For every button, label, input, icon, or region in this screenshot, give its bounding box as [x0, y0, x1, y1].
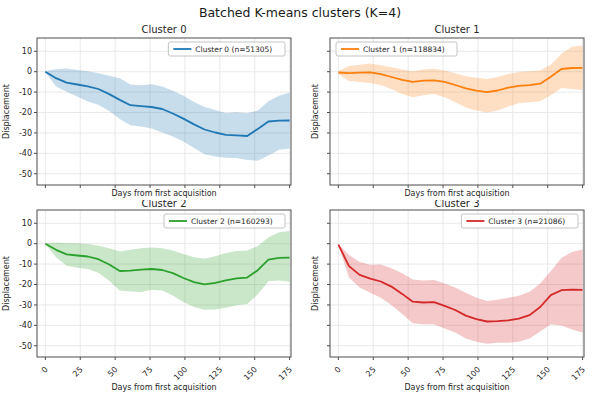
x-tick-label: 0	[333, 365, 343, 375]
x-axis-label: Days from first acquisition	[111, 383, 216, 392]
x-tick-label: 125	[500, 365, 517, 382]
x-tick-label: 100	[465, 365, 482, 382]
subplot-title: Cluster 1	[434, 24, 479, 35]
subplot-title: Cluster 0	[141, 24, 186, 35]
axes-spines	[330, 38, 584, 185]
figure-title: Batched K-means clusters (K=4)	[0, 5, 600, 20]
confidence-band	[45, 69, 289, 161]
legend-label: Cluster 0 (n=51305)	[195, 45, 272, 54]
y-tick-label: -30	[19, 129, 32, 138]
legend-label: Cluster 2 (n=160293)	[191, 217, 273, 226]
x-tick-label: 75	[141, 365, 155, 379]
y-axis-label: Displacement	[311, 256, 320, 311]
y-tick-label: -10	[19, 88, 32, 97]
y-tick-label: 0	[27, 67, 32, 76]
kmeans-figure: Batched K-means clusters (K=4) 100-10-20…	[0, 0, 600, 400]
y-axis-label: Displacement	[2, 84, 11, 139]
y-tick-label: -40	[19, 149, 32, 158]
cluster-0-chart: 10 0 -10 -20 -30 -40 -50 Cluster 0 Days from fir…	[0, 24, 300, 200]
cluster-2-chart: 0255075100125150175100-10-20-30-40-50Clu…	[0, 200, 300, 400]
y-tick-label: -50	[19, 342, 32, 351]
y-tick-label: -20	[19, 108, 32, 117]
x-axis-label: Days from first acquisition	[404, 189, 509, 198]
x-tick-label: 150	[242, 365, 259, 382]
cluster-3-chart: 0 25 50 75 100 125 150 175 Cluster 3 Days from fi…	[300, 200, 600, 400]
x-tick-label: 100	[172, 365, 189, 382]
x-tick-label: 25	[71, 365, 85, 379]
y-axis-label: Displacement	[311, 84, 320, 139]
x-tick-label: 50	[399, 365, 413, 379]
subplot-cluster-0: 10 0 -10 -20 -30 -40 -50 Cluster 0 Days from fir…	[0, 24, 300, 200]
x-axis-label: Days from first acquisition	[111, 189, 216, 198]
y-tick-label: -40	[19, 321, 32, 330]
subplot-cluster-3: 0 25 50 75 100 125 150 175 Cluster 3 Days from fi…	[300, 200, 600, 400]
y-tick-label: -10	[19, 260, 32, 269]
y-tick-label: 0	[27, 239, 32, 248]
x-tick-label: 0	[40, 365, 50, 375]
x-tick-label: 175	[570, 365, 587, 382]
subplot-cluster-2: 0255075100125150175100-10-20-30-40-50Clu…	[0, 200, 300, 400]
y-axis-label: Displacement	[2, 256, 11, 311]
x-tick-label: 125	[207, 365, 224, 382]
subplot-title: Cluster 3	[434, 200, 479, 209]
legend-label: Cluster 1 (n=118834)	[363, 45, 445, 54]
x-tick-label: 75	[434, 365, 448, 379]
cluster-1-chart: Cluster 1 Days from first acquisition Disp…	[300, 24, 600, 200]
x-axis-label: Days from first acquisition	[404, 383, 509, 392]
y-tick-label: 10	[22, 47, 32, 56]
x-tick-label: 25	[364, 365, 378, 379]
y-tick-label: -20	[19, 280, 32, 289]
subplot-cluster-1: Cluster 1 Days from first acquisition Disp…	[300, 24, 600, 200]
confidence-band	[45, 231, 289, 310]
x-tick-label: 50	[106, 365, 120, 379]
y-tick-label: 10	[22, 219, 32, 228]
confidence-band	[338, 244, 582, 344]
x-tick-label: 150	[535, 365, 552, 382]
legend-label: Cluster 3 (n=21086)	[488, 217, 565, 226]
x-tick-label: 175	[277, 365, 294, 382]
y-tick-label: -50	[19, 170, 32, 179]
y-tick-label: -30	[19, 301, 32, 310]
subplot-title: Cluster 2	[141, 200, 186, 209]
